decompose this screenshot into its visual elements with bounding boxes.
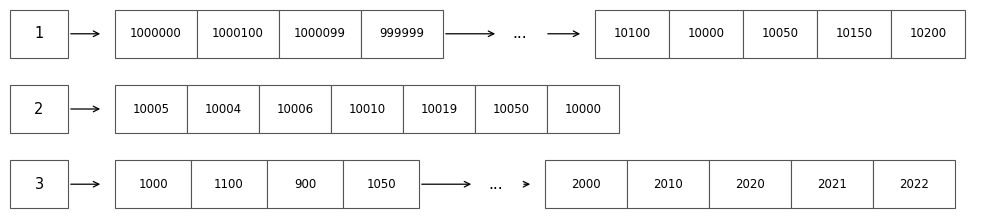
FancyBboxPatch shape [791, 160, 873, 208]
FancyBboxPatch shape [115, 85, 187, 133]
FancyBboxPatch shape [115, 10, 197, 58]
Text: 999999: 999999 [379, 27, 424, 40]
FancyBboxPatch shape [669, 10, 743, 58]
FancyBboxPatch shape [547, 85, 619, 133]
FancyBboxPatch shape [627, 160, 709, 208]
Text: 2021: 2021 [817, 178, 847, 191]
Text: 1100: 1100 [214, 178, 244, 191]
Text: 1000100: 1000100 [212, 27, 264, 40]
Text: 2000: 2000 [571, 178, 601, 191]
Text: 10019: 10019 [420, 102, 458, 116]
FancyBboxPatch shape [545, 160, 627, 208]
FancyBboxPatch shape [873, 160, 955, 208]
Text: 10000: 10000 [688, 27, 724, 40]
Text: 1000: 1000 [138, 178, 168, 191]
FancyBboxPatch shape [817, 10, 891, 58]
FancyBboxPatch shape [331, 85, 403, 133]
Text: 1000000: 1000000 [130, 27, 182, 40]
Text: 1: 1 [34, 26, 44, 41]
Text: 10050: 10050 [492, 102, 530, 116]
Text: 10004: 10004 [204, 102, 242, 116]
Text: 2010: 2010 [653, 178, 683, 191]
Text: 2: 2 [34, 102, 44, 116]
Text: 10100: 10100 [613, 27, 651, 40]
FancyBboxPatch shape [343, 160, 419, 208]
FancyBboxPatch shape [10, 160, 68, 208]
FancyBboxPatch shape [115, 160, 191, 208]
Text: 1000099: 1000099 [294, 27, 346, 40]
FancyBboxPatch shape [361, 10, 443, 58]
Text: 3: 3 [34, 177, 44, 192]
Text: 1050: 1050 [366, 178, 396, 191]
Text: 10200: 10200 [909, 27, 947, 40]
FancyBboxPatch shape [743, 10, 817, 58]
FancyBboxPatch shape [259, 85, 331, 133]
FancyBboxPatch shape [10, 85, 68, 133]
FancyBboxPatch shape [197, 10, 279, 58]
Text: ...: ... [513, 26, 527, 41]
FancyBboxPatch shape [595, 10, 669, 58]
FancyBboxPatch shape [475, 85, 547, 133]
Text: 10010: 10010 [348, 102, 386, 116]
Text: 10005: 10005 [132, 102, 170, 116]
Text: 10050: 10050 [762, 27, 798, 40]
FancyBboxPatch shape [709, 160, 791, 208]
Text: 2020: 2020 [735, 178, 765, 191]
Text: 2022: 2022 [899, 178, 929, 191]
FancyBboxPatch shape [267, 160, 343, 208]
Text: 10000: 10000 [564, 102, 602, 116]
FancyBboxPatch shape [191, 160, 267, 208]
Text: 10150: 10150 [835, 27, 873, 40]
FancyBboxPatch shape [279, 10, 361, 58]
FancyBboxPatch shape [891, 10, 965, 58]
FancyBboxPatch shape [187, 85, 259, 133]
Text: 900: 900 [294, 178, 316, 191]
FancyBboxPatch shape [403, 85, 475, 133]
Text: ...: ... [489, 177, 503, 192]
FancyBboxPatch shape [10, 10, 68, 58]
Text: 10006: 10006 [276, 102, 314, 116]
